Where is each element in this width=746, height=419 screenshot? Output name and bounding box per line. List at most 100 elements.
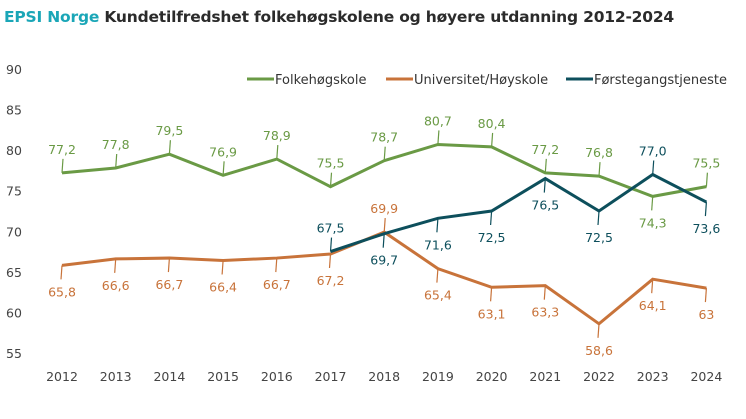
- legend-item: Universitet/Høyskole: [386, 73, 548, 88]
- data-label: 58,6: [585, 343, 613, 358]
- x-tick-label: 2023: [637, 369, 669, 384]
- label-leader: [436, 218, 439, 233]
- label-leader: [705, 172, 708, 187]
- data-labels: 77,2 77,8 79,5 76,9 78,9 75,5 78,7 80,7 80,4 77,2…: [48, 113, 720, 357]
- brand-name: EPSI Norge: [4, 8, 100, 26]
- label-leader: [383, 146, 386, 161]
- data-label: 76,8: [585, 145, 613, 160]
- data-label: 72,5: [478, 230, 506, 245]
- y-tick-label: 70: [6, 224, 22, 239]
- label-leader: [276, 145, 279, 160]
- x-tick-label: 2020: [476, 369, 508, 384]
- data-label: 66,7: [263, 277, 291, 292]
- label-leader: [60, 265, 63, 280]
- label-leader: [222, 161, 225, 176]
- x-tick-label: 2024: [690, 369, 722, 384]
- x-tick-label: 2017: [315, 369, 347, 384]
- data-label: 66,6: [102, 278, 130, 293]
- label-leader: [490, 287, 493, 302]
- label-leader: [652, 160, 655, 175]
- data-label: 63,3: [531, 305, 559, 320]
- data-label: 77,2: [531, 142, 559, 157]
- label-leader: [383, 218, 386, 233]
- label-leader: [167, 258, 170, 273]
- x-tick-label: 2013: [100, 369, 132, 384]
- label-leader: [328, 253, 332, 269]
- label-leader: [382, 233, 385, 248]
- y-tick-label: 90: [6, 62, 22, 77]
- x-axis: 2012 2013 2014 2015 2016 2017 2018 2019 2020 2021…: [46, 369, 722, 384]
- y-tick-label: 60: [6, 305, 22, 320]
- data-label: 75,5: [692, 156, 720, 171]
- label-leader: [61, 158, 64, 173]
- label-leader: [329, 237, 333, 252]
- y-tick-label: 80: [6, 143, 22, 158]
- data-label: 78,9: [263, 128, 291, 143]
- x-tick-label: 2019: [422, 369, 454, 384]
- data-label: 72,5: [585, 230, 613, 245]
- data-label: 74,3: [639, 215, 667, 230]
- x-tick-label: 2014: [153, 369, 185, 384]
- data-label: 80,7: [424, 113, 452, 128]
- label-leader: [651, 279, 654, 294]
- x-tick-label: 2016: [261, 369, 293, 384]
- data-label: 73,6: [692, 221, 720, 236]
- title-text: Kundetilfredshet folkehøgskolene og høye…: [104, 8, 675, 26]
- data-label: 67,5: [317, 221, 345, 236]
- label-leader: [544, 158, 547, 173]
- data-label: 66,7: [155, 277, 183, 292]
- label-leader: [597, 323, 600, 338]
- label-leader: [114, 258, 117, 273]
- label-leader: [543, 285, 546, 300]
- data-label: 65,4: [424, 288, 452, 303]
- y-axis: 90 85 80 75 70 65 60 55: [6, 62, 22, 361]
- label-leader: [221, 260, 224, 275]
- data-label: 79,5: [155, 123, 183, 138]
- legend-item: Førstegangstjeneste: [566, 73, 727, 88]
- label-leader: [491, 132, 494, 147]
- y-tick-label: 85: [6, 103, 22, 118]
- label-leader: [543, 178, 546, 193]
- data-label: 71,6: [424, 237, 452, 252]
- data-label: 66,4: [209, 279, 237, 294]
- series-line-førstegangstjeneste: [330, 172, 708, 253]
- label-leader: [704, 202, 707, 217]
- legend: Folkehøgskole Universitet/Høyskole Førsteg…: [247, 73, 727, 88]
- legend-label: Førstegangstjeneste: [594, 73, 727, 88]
- label-leader: [275, 258, 278, 273]
- data-label: 69,7: [370, 253, 398, 268]
- data-label: 76,5: [531, 198, 559, 213]
- data-label: 67,2: [317, 273, 345, 288]
- label-leader: [436, 268, 439, 283]
- label-leader: [490, 210, 493, 226]
- data-label: 76,9: [209, 144, 237, 159]
- x-tick-label: 2012: [46, 369, 78, 384]
- legend-label: Folkehøgskole: [275, 73, 367, 88]
- x-tick-label: 2022: [583, 369, 615, 384]
- data-label: 63,1: [478, 306, 506, 321]
- data-label: 80,4: [478, 116, 506, 131]
- label-leader: [437, 130, 440, 145]
- y-tick-label: 75: [6, 184, 22, 199]
- label-leader: [115, 153, 118, 169]
- legend-item: Folkehøgskole: [247, 73, 367, 88]
- data-label: 77,8: [102, 137, 130, 152]
- label-leader: [651, 196, 654, 211]
- x-tick-label: 2018: [368, 369, 400, 384]
- data-label: 69,9: [370, 201, 398, 216]
- label-leader: [598, 162, 601, 177]
- data-label: 64,1: [639, 298, 667, 313]
- data-label: 65,8: [48, 284, 76, 299]
- chart-title: EPSI Norge Kundetilfredshet folkehøgskol…: [4, 8, 674, 26]
- data-label: 63: [698, 307, 714, 322]
- label-leader: [168, 140, 171, 155]
- x-tick-label: 2015: [207, 369, 239, 384]
- y-tick-label: 65: [6, 265, 22, 280]
- label-leader: [329, 172, 333, 187]
- label-leader: [704, 288, 707, 303]
- data-label: 77,2: [48, 142, 76, 157]
- data-label: 78,7: [370, 130, 398, 145]
- label-leader: [597, 210, 600, 226]
- legend-label: Universitet/Høyskole: [414, 73, 548, 88]
